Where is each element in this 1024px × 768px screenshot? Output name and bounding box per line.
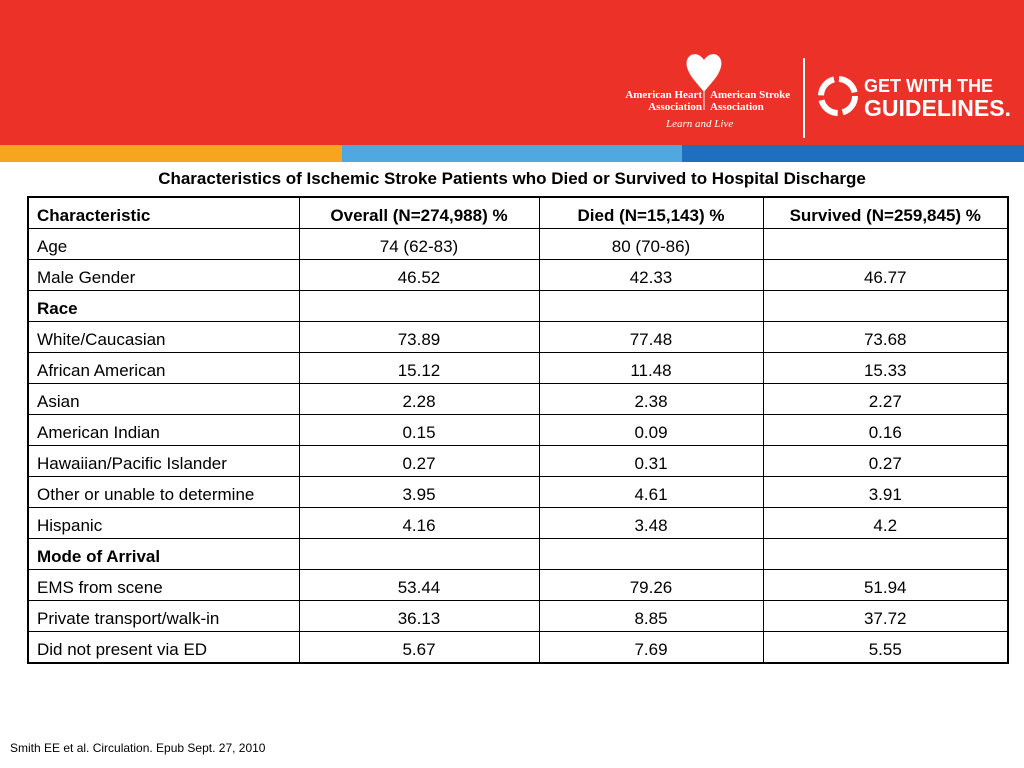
table-cell: 73.89 (298, 321, 540, 353)
table-cell: 15.12 (298, 352, 540, 384)
logo-graphics (686, 54, 858, 138)
table-cell: 0.27 (298, 445, 540, 477)
table-row: Other or unable to determine 3.95 4.61 3.91 (27, 476, 1009, 508)
table-cell: 51.94 (762, 569, 1009, 601)
table-cell (762, 538, 1009, 570)
header-row: Characteristic Overall (N=274,988) % Died … (27, 196, 1009, 229)
table-cell: Other or unable to determine (27, 476, 300, 508)
table-cell: 0.15 (298, 414, 540, 446)
table-cell: EMS from scene (27, 569, 300, 601)
table-cell: American Indian (27, 414, 300, 446)
stripe (682, 145, 1024, 162)
table-row: Hawaiian/Pacific Islander 0.27 0.31 0.27 (27, 445, 1009, 477)
table-cell: White/Caucasian (27, 321, 300, 353)
column-header: Characteristic (27, 196, 300, 229)
table-cell (538, 538, 764, 570)
table-row: African American 15.12 11.48 15.33 (27, 352, 1009, 384)
gwtg-top: GET WITH THE (864, 76, 993, 96)
table-cell: Hispanic (27, 507, 300, 539)
stripe (342, 145, 682, 162)
table-cell: Asian (27, 383, 300, 415)
header-banner: American Heart Association American Stro… (0, 0, 1024, 145)
table-cell: 5.67 (298, 631, 540, 664)
table-cell: Did not present via ED (27, 631, 300, 664)
column-header: Died (N=15,143) % (538, 196, 764, 229)
table-row: Age 74 (62-83) 80 (70-86) (27, 228, 1009, 260)
table-row: White/Caucasian 73.89 77.48 73.68 (27, 321, 1009, 353)
table-cell: 4.16 (298, 507, 540, 539)
table-cell: Race (27, 290, 300, 322)
table-row: American Indian 0.15 0.09 0.16 (27, 414, 1009, 446)
table-cell: 73.68 (762, 321, 1009, 353)
table-cell: 42.33 (538, 259, 764, 291)
table-row: Race (27, 290, 1009, 322)
table-cell (538, 290, 764, 322)
table-cell: 3.95 (298, 476, 540, 508)
table-row: Male Gender 46.52 42.33 46.77 (27, 259, 1009, 291)
table-cell: Private transport/walk-in (27, 600, 300, 632)
table-cell: 0.31 (538, 445, 764, 477)
column-header: Overall (N=274,988) % (298, 196, 540, 229)
table-cell: Mode of Arrival (27, 538, 300, 570)
table-cell: 80 (70-86) (538, 228, 764, 260)
gwtg-bottom: GUIDELINES. (864, 95, 1011, 121)
stripe (0, 145, 342, 162)
citation: Smith EE et al. Circulation. Epub Sept. … (10, 741, 266, 755)
table-row: EMS from scene 53.44 79.26 51.94 (27, 569, 1009, 601)
table-cell: 74 (62-83) (298, 228, 540, 260)
table-cell: 11.48 (538, 352, 764, 384)
table-cell (762, 228, 1009, 260)
table-row: Asian 2.28 2.38 2.27 (27, 383, 1009, 415)
heart-icon (686, 54, 722, 92)
table-cell: 2.28 (298, 383, 540, 415)
table-cell: 3.91 (762, 476, 1009, 508)
table-cell: 36.13 (298, 600, 540, 632)
table-cell: 46.77 (762, 259, 1009, 291)
table-row: Hispanic 4.16 3.48 4.2 (27, 507, 1009, 539)
aha-name: American Heart Association (625, 89, 702, 113)
table-cell: 2.27 (762, 383, 1009, 415)
table-cell: 0.27 (762, 445, 1009, 477)
table-cell: 79.26 (538, 569, 764, 601)
table-cell: Hawaiian/Pacific Islander (27, 445, 300, 477)
table-cell: 4.61 (538, 476, 764, 508)
table-cell: 2.38 (538, 383, 764, 415)
table-cell (298, 538, 540, 570)
table-row: Private transport/walk-in 36.13 8.85 37.72 (27, 600, 1009, 632)
table-cell: 37.72 (762, 600, 1009, 632)
table-cell: Age (27, 228, 300, 260)
table-cell: 46.52 (298, 259, 540, 291)
table-cell: 5.55 (762, 631, 1009, 664)
table-title: Characteristics of Ischemic Stroke Patie… (158, 169, 866, 188)
data-table: Characteristic Overall (N=274,988) % Died … (27, 196, 1009, 664)
table-row: Mode of Arrival (27, 538, 1009, 570)
table-cell: 0.09 (538, 414, 764, 446)
table-row: Did not present via ED 5.67 7.69 5.55 (27, 631, 1009, 664)
column-header: Survived (N=259,845) % (762, 196, 1009, 229)
guidelines-icon (818, 76, 858, 116)
table-cell: 0.16 (762, 414, 1009, 446)
table-cell: African American (27, 352, 300, 384)
table-cell: 7.69 (538, 631, 764, 664)
table-cell: 4.2 (762, 507, 1009, 539)
table-cell (762, 290, 1009, 322)
tagline: Learn and Live (666, 118, 734, 130)
table-cell: 77.48 (538, 321, 764, 353)
table-cell: 3.48 (538, 507, 764, 539)
table-cell: 15.33 (762, 352, 1009, 384)
table-cell (298, 290, 540, 322)
table-cell: 8.85 (538, 600, 764, 632)
table-cell: Male Gender (27, 259, 300, 291)
table-cell: 53.44 (298, 569, 540, 601)
asa-name: American Stroke Association (710, 89, 791, 113)
